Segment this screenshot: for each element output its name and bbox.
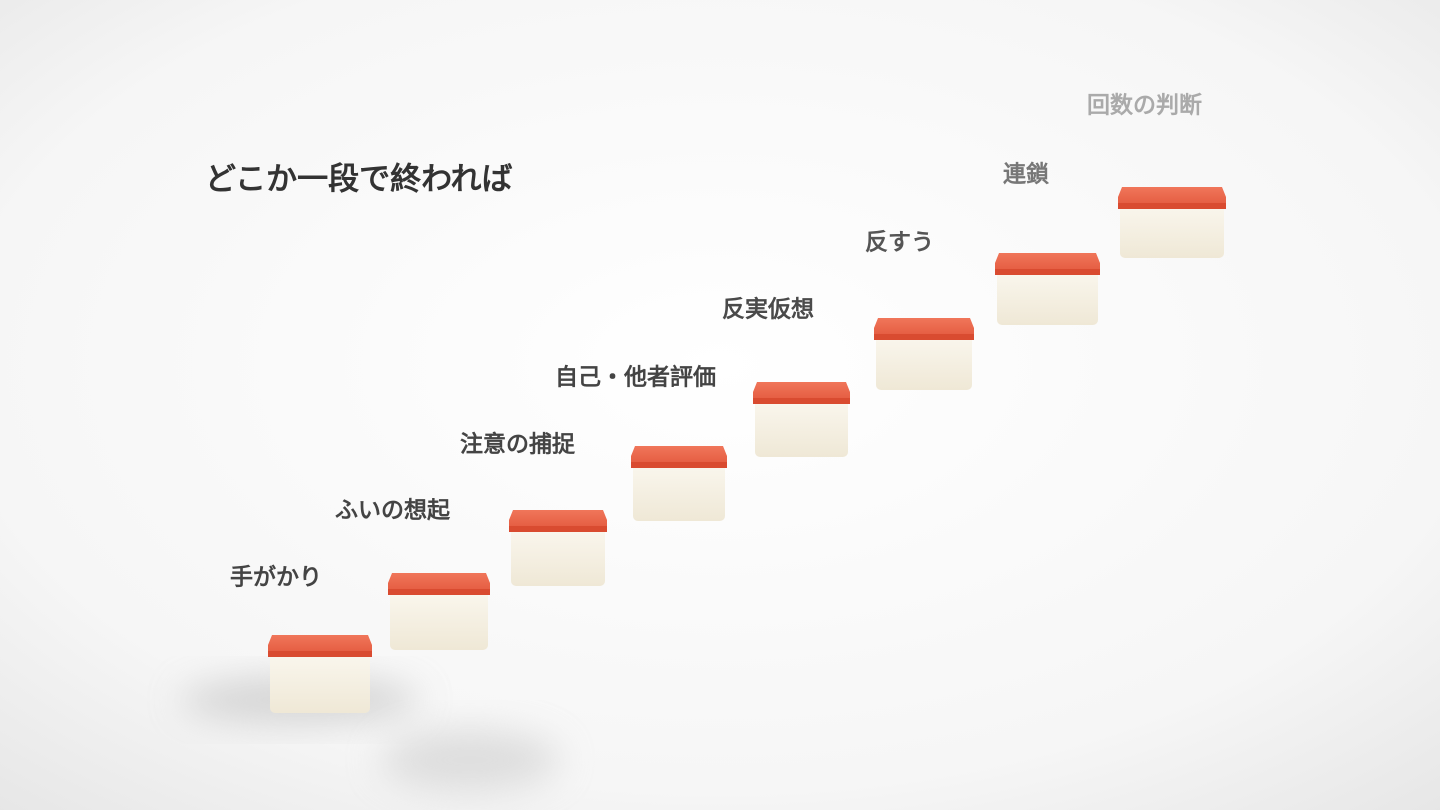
step-body — [270, 647, 370, 713]
step-label: 手がかり — [230, 564, 322, 591]
step-cap-edge — [388, 589, 490, 595]
step-label: 注意の捕捉 — [460, 431, 576, 458]
title: どこか一段で終われば — [205, 162, 513, 198]
step-cap-edge — [874, 334, 974, 340]
step-body — [1120, 199, 1224, 258]
step-label: 反すう — [865, 230, 934, 256]
step-body — [633, 458, 725, 521]
step-body — [876, 330, 972, 390]
step-cap-edge — [1118, 203, 1226, 209]
step-cap-edge — [995, 269, 1100, 275]
step-body — [755, 394, 848, 457]
step-cap-edge — [753, 398, 850, 404]
step-cap-edge — [631, 462, 727, 468]
step-body — [997, 265, 1098, 325]
shadow — [380, 730, 560, 790]
step-label: ふいの想起 — [335, 498, 451, 524]
step-label: 自己・他者評価 — [555, 364, 716, 391]
step-body — [390, 585, 488, 650]
steps — [268, 187, 1226, 713]
step-label: 反実仮想 — [722, 296, 814, 323]
step-cap-edge — [268, 651, 372, 657]
step-cap-edge — [509, 526, 607, 532]
step-label: 連鎖 — [1003, 161, 1050, 188]
step-label: 回数の判断 — [1087, 92, 1202, 119]
step-body — [511, 522, 605, 586]
